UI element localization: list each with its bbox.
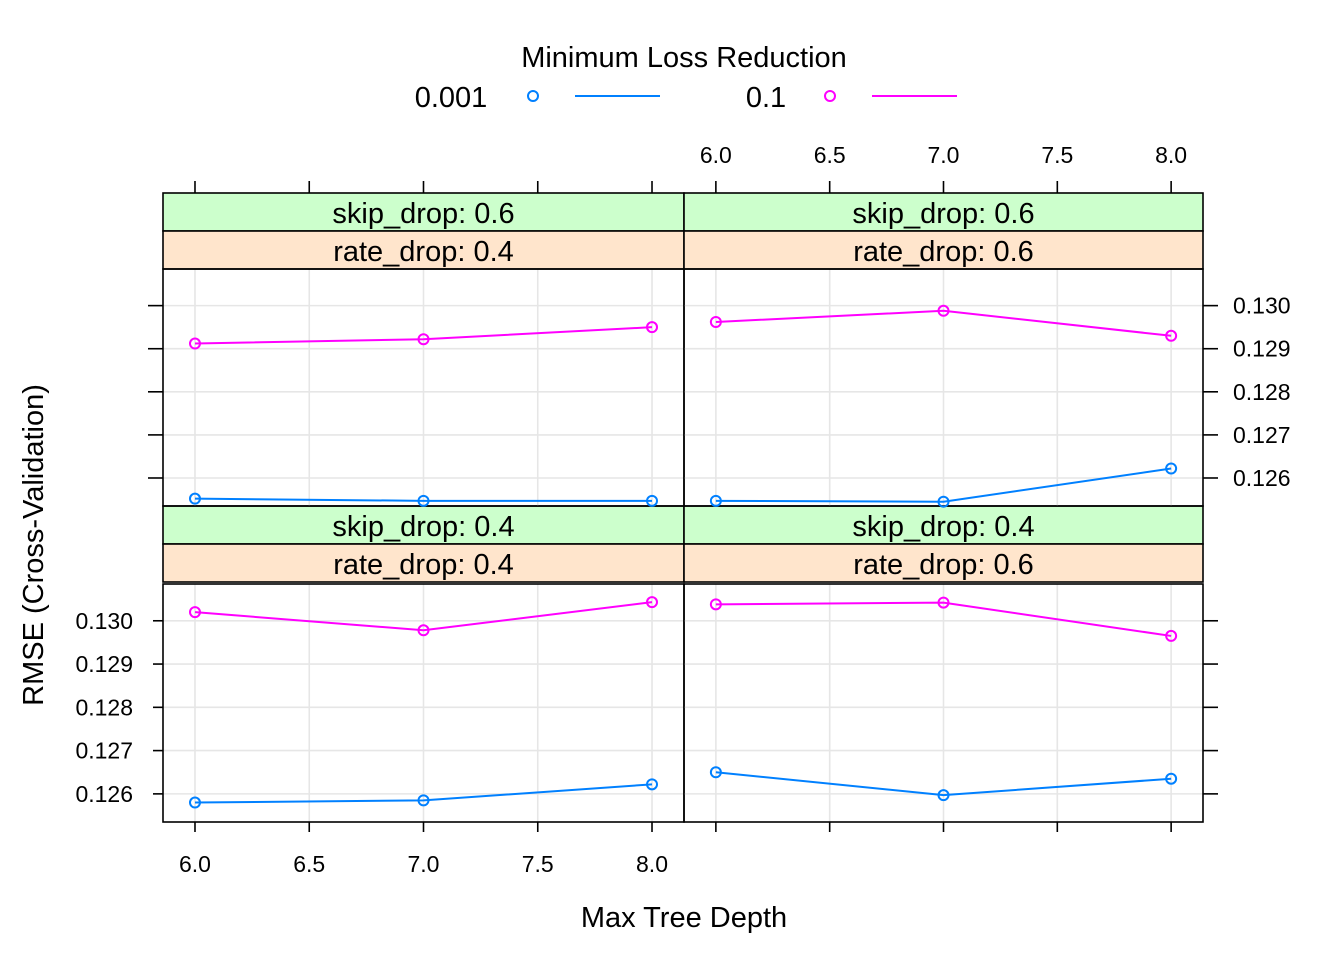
- panel-1: skip_drop: 0.4 rate_drop: 0.4: [162, 505, 685, 823]
- point-0.1-x6: [188, 606, 201, 619]
- x-tick-label-top-7.0: 7.0: [928, 142, 960, 168]
- point-0.1-x8: [1165, 329, 1178, 342]
- point-0.1-x7: [417, 624, 430, 637]
- y-tick-label-bottom-0.127: 0.127: [75, 738, 133, 764]
- series-line-0.1: [194, 326, 653, 345]
- strip-rate-drop: [162, 230, 685, 270]
- strip-skip-drop: [683, 192, 1204, 232]
- strip-label-skip-drop: skip_drop: 0.4: [852, 511, 1034, 543]
- y-tick-label-top-0.127: 0.127: [1233, 422, 1291, 448]
- y-tick-label-bottom-0.126: 0.126: [75, 781, 133, 807]
- strip-label-rate-drop: rate_drop: 0.4: [333, 549, 514, 581]
- legend-label-0.1: 0.1: [746, 82, 786, 114]
- y-tick-label-bottom-0.130: 0.130: [75, 608, 133, 634]
- legend-title: Minimum Loss Reduction: [521, 42, 847, 74]
- series-line-0.001: [194, 783, 653, 804]
- y-tick-label-bottom-0.128: 0.128: [75, 694, 133, 720]
- point-0.001-x6: [188, 492, 201, 505]
- strip-skip-drop: [162, 192, 685, 232]
- panel-3: skip_drop: 0.6 rate_drop: 0.4: [162, 192, 685, 507]
- point-0.1-x7: [937, 596, 950, 609]
- point-0.001-x6: [709, 494, 722, 507]
- point-0.1-x7: [417, 333, 430, 346]
- series-line-0.1: [194, 601, 653, 632]
- panel-2: skip_drop: 0.4 rate_drop: 0.6: [683, 505, 1204, 823]
- y-tick-label-bottom-0.129: 0.129: [75, 651, 133, 677]
- axes: 6.0 6.5 7.0 7.5 8.0 6.0 6.5 7.0 7.5 8.0 0.126 0.126…: [75, 142, 1290, 877]
- point-0.1-x6: [709, 598, 722, 611]
- point-0.001-x6: [188, 796, 201, 809]
- point-0.1-x8: [1165, 629, 1178, 642]
- x-tick-label-bottom-6.0: 6.0: [179, 851, 211, 877]
- strip-label-skip-drop: skip_drop: 0.6: [852, 198, 1034, 230]
- strip-label-rate-drop: rate_drop: 0.4: [333, 236, 514, 268]
- y-tick-label-top-0.126: 0.126: [1233, 465, 1291, 491]
- strip-label-rate-drop: rate_drop: 0.6: [853, 236, 1034, 268]
- legend-marker-0.1: [824, 90, 836, 102]
- point-0.001-x8: [646, 778, 659, 791]
- point-0.1-x6: [188, 337, 201, 350]
- x-tick-label-top-6.0: 6.0: [700, 142, 732, 168]
- series-line-0.001: [194, 497, 653, 502]
- strip-rate-drop: [683, 543, 1204, 583]
- series-line-0.1: [715, 309, 1172, 337]
- point-0.001-x8: [646, 494, 659, 507]
- x-tick-label-bottom-6.5: 6.5: [293, 851, 325, 877]
- legend-marker-0.001: [527, 90, 539, 102]
- y-tick-label-top-0.129: 0.129: [1233, 336, 1291, 362]
- y-tick-label-top-0.130: 0.130: [1233, 293, 1291, 319]
- strip-label-skip-drop: skip_drop: 0.4: [332, 511, 514, 543]
- point-0.001-x8: [1165, 462, 1178, 475]
- strip-label-rate-drop: rate_drop: 0.6: [853, 549, 1034, 581]
- x-tick-label-bottom-8.0: 8.0: [636, 851, 668, 877]
- series-line-0.001: [715, 467, 1172, 503]
- y-axis-title: RMSE (Cross-Validation): [18, 384, 50, 706]
- x-tick-label-bottom-7.0: 7.0: [408, 851, 440, 877]
- x-tick-label-top-7.5: 7.5: [1041, 142, 1073, 168]
- series-line-0.001: [715, 771, 1172, 797]
- series-line-0.1: [715, 601, 1172, 637]
- point-0.001-x7: [937, 789, 950, 802]
- x-tick-label-bottom-7.5: 7.5: [522, 851, 554, 877]
- point-0.1-x7: [937, 304, 950, 317]
- point-0.001-x7: [417, 494, 430, 507]
- panel-4: skip_drop: 0.6 rate_drop: 0.6: [683, 192, 1204, 508]
- point-0.001-x7: [937, 495, 950, 508]
- point-0.001-x8: [1165, 772, 1178, 785]
- point-0.001-x7: [417, 794, 430, 807]
- point-0.1-x8: [646, 596, 659, 609]
- strip-rate-drop: [162, 543, 685, 583]
- point-0.1-x8: [646, 321, 659, 334]
- strip-label-skip-drop: skip_drop: 0.6: [332, 198, 514, 230]
- strip-rate-drop: [683, 230, 1204, 270]
- point-0.001-x6: [709, 766, 722, 779]
- x-tick-label-top-8.0: 8.0: [1155, 142, 1187, 168]
- legend-label-0.001: 0.001: [415, 82, 488, 114]
- x-tick-label-top-6.5: 6.5: [814, 142, 846, 168]
- point-0.1-x6: [709, 316, 722, 329]
- x-axis-title: Max Tree Depth: [581, 902, 787, 934]
- y-tick-label-top-0.128: 0.128: [1233, 379, 1291, 405]
- legend: Minimum Loss Reduction 0.001 0.1: [415, 42, 957, 114]
- strip-skip-drop: [162, 505, 685, 545]
